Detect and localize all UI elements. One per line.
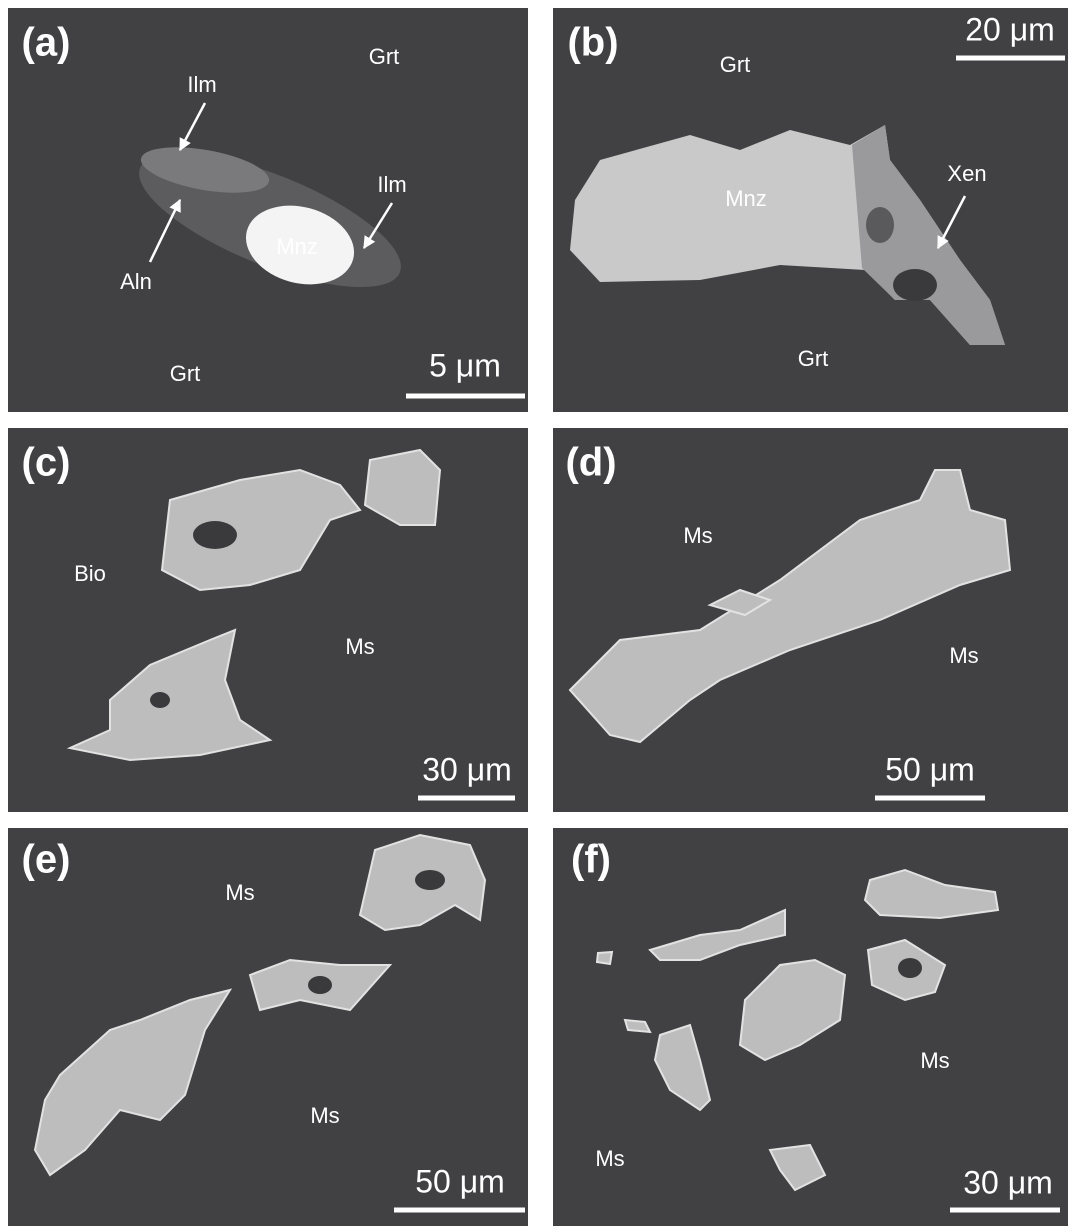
mineral-label: Ms bbox=[920, 1048, 949, 1073]
figure: (a) 5 μm Grt Ilm Ilm Aln Mnz Grt (b) 20 μm Grt Mnz X… bbox=[0, 0, 1074, 1232]
mineral-label: Mnz bbox=[276, 234, 318, 259]
mineral-label: Grt bbox=[798, 346, 829, 371]
mineral-label: Mnz bbox=[725, 186, 767, 211]
mineral-label: Bio bbox=[74, 561, 106, 586]
panel-label: (d) bbox=[565, 441, 616, 485]
mineral-label: Xen bbox=[947, 161, 986, 186]
scale-bar-label: 50 μm bbox=[885, 751, 975, 787]
mineral-label: Ms bbox=[310, 1103, 339, 1128]
mineral-label: Ms bbox=[683, 523, 712, 548]
mineral-label: Ms bbox=[225, 880, 254, 905]
panel-label: (e) bbox=[22, 838, 71, 882]
mineral-label: Aln bbox=[120, 269, 152, 294]
mineral-label: Ilm bbox=[187, 72, 216, 97]
panel-label: (a) bbox=[22, 21, 71, 65]
scale-bar-label: 20 μm bbox=[965, 11, 1055, 47]
mineral-label: Ms bbox=[595, 1146, 624, 1171]
panel-label: (b) bbox=[567, 21, 618, 65]
panel-label: (f) bbox=[571, 838, 611, 882]
scale-bar-label: 30 μm bbox=[963, 1164, 1053, 1200]
scale-bar-label: 5 μm bbox=[429, 347, 501, 383]
mineral-label: Ilm bbox=[377, 172, 406, 197]
scale-bar-label: 50 μm bbox=[415, 1163, 505, 1199]
mineral-label: Ms bbox=[949, 643, 978, 668]
panel-label: (c) bbox=[22, 441, 71, 485]
mineral-label: Ms bbox=[345, 634, 374, 659]
mineral-label: Grt bbox=[170, 361, 201, 386]
mineral-label: Grt bbox=[720, 52, 751, 77]
mineral-label: Grt bbox=[369, 44, 400, 69]
scale-bar-label: 30 μm bbox=[422, 751, 512, 787]
